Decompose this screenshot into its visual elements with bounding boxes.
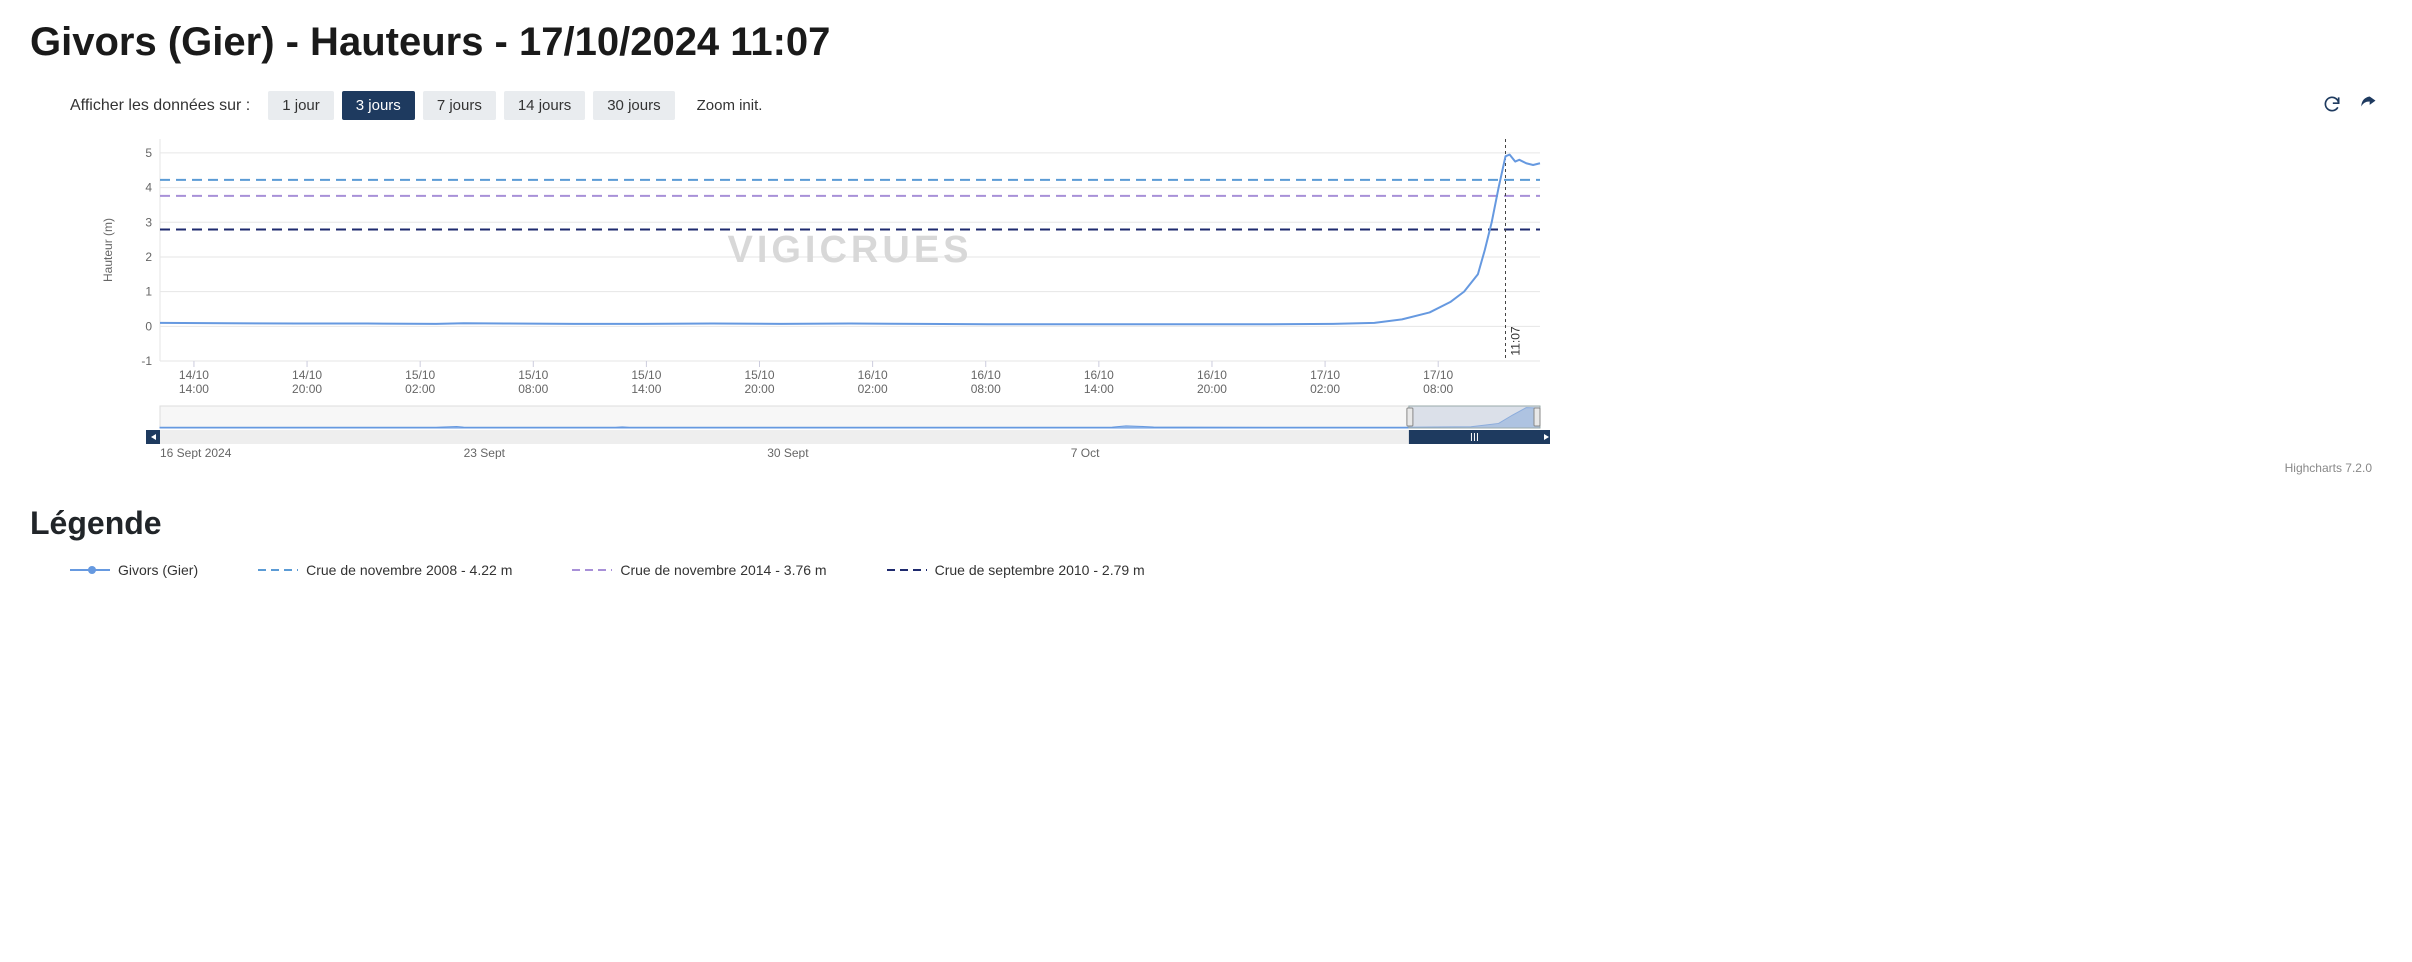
svg-text:08:00: 08:00 — [518, 382, 548, 396]
legend-item[interactable]: Crue de novembre 2014 - 3.76 m — [572, 562, 826, 578]
range-14-days[interactable]: 14 jours — [504, 91, 585, 120]
legend-item[interactable]: Givors (Gier) — [70, 562, 198, 578]
range-3-days[interactable]: 3 jours — [342, 91, 415, 120]
svg-text:17/10: 17/10 — [1310, 368, 1340, 382]
legend-label: Givors (Gier) — [118, 562, 198, 578]
legend-row: Givors (Gier) Crue de novembre 2008 - 4.2… — [70, 562, 2382, 578]
svg-text:14/10: 14/10 — [292, 368, 322, 382]
svg-text:16/10: 16/10 — [1197, 368, 1227, 382]
svg-text:5: 5 — [145, 146, 152, 160]
range-30-days[interactable]: 30 jours — [593, 91, 674, 120]
svg-text:20:00: 20:00 — [292, 382, 322, 396]
svg-text:15/10: 15/10 — [631, 368, 661, 382]
svg-text:15/10: 15/10 — [405, 368, 435, 382]
chart-credits: Highcharts 7.2.0 — [70, 461, 2372, 475]
legend-label: Crue de septembre 2010 - 2.79 m — [935, 562, 1145, 578]
chart-svg: -1012345Hauteur (m)VIGICRUES14/1014:0014… — [70, 131, 1550, 396]
line-swatch-icon — [70, 563, 110, 577]
svg-text:1: 1 — [145, 285, 152, 299]
svg-text:4: 4 — [145, 181, 152, 195]
svg-text:-1: -1 — [141, 354, 152, 368]
svg-text:Hauteur (m): Hauteur (m) — [101, 218, 115, 282]
page-title: Givors (Gier) - Hauteurs - 17/10/2024 11… — [30, 20, 2382, 65]
svg-text:30 Sept: 30 Sept — [767, 446, 809, 459]
svg-text:20:00: 20:00 — [1197, 382, 1227, 396]
legend-label: Crue de novembre 2014 - 3.76 m — [620, 562, 826, 578]
svg-text:02:00: 02:00 — [405, 382, 435, 396]
main-chart: -1012345Hauteur (m)VIGICRUES14/1014:0014… — [70, 131, 2382, 396]
svg-text:11:07: 11:07 — [1509, 326, 1523, 355]
navigator[interactable]: 16 Sept 2024 23 Sept 30 Sept 7 Oct Highchar… — [70, 404, 2382, 475]
svg-text:14:00: 14:00 — [1084, 382, 1114, 396]
dash-swatch-icon — [572, 563, 612, 577]
svg-text:23 Sept: 23 Sept — [464, 446, 506, 459]
svg-text:16 Sept 2024: 16 Sept 2024 — [160, 446, 232, 459]
share-icon — [2358, 94, 2378, 114]
svg-text:15/10: 15/10 — [518, 368, 548, 382]
svg-text:2: 2 — [145, 250, 152, 264]
legend-label: Crue de novembre 2008 - 4.22 m — [306, 562, 512, 578]
range-7-days[interactable]: 7 jours — [423, 91, 496, 120]
svg-text:7 Oct: 7 Oct — [1071, 446, 1100, 459]
legend-item[interactable]: Crue de septembre 2010 - 2.79 m — [887, 562, 1145, 578]
svg-text:14:00: 14:00 — [631, 382, 661, 396]
svg-text:15/10: 15/10 — [744, 368, 774, 382]
svg-text:16/10: 16/10 — [971, 368, 1001, 382]
svg-text:02:00: 02:00 — [1310, 382, 1340, 396]
dash-swatch-icon — [258, 563, 298, 577]
svg-text:02:00: 02:00 — [858, 382, 888, 396]
svg-text:20:00: 20:00 — [744, 382, 774, 396]
refresh-icon — [2322, 94, 2342, 114]
zoom-init-button[interactable]: Zoom init. — [687, 91, 773, 120]
range-toolbar: Afficher les données sur : 1 jour 3 jour… — [70, 90, 2382, 121]
svg-text:VIGICRUES: VIGICRUES — [727, 229, 972, 271]
legend-title: Légende — [30, 505, 2382, 542]
range-1-day[interactable]: 1 jour — [268, 91, 334, 120]
toolbar-label: Afficher les données sur : — [70, 97, 250, 115]
svg-text:14:00: 14:00 — [179, 382, 209, 396]
export-button[interactable] — [2354, 90, 2382, 121]
navigator-svg: 16 Sept 2024 23 Sept 30 Sept 7 Oct — [70, 404, 1550, 459]
legend-item[interactable]: Crue de novembre 2008 - 4.22 m — [258, 562, 512, 578]
refresh-button[interactable] — [2318, 90, 2346, 121]
svg-text:16/10: 16/10 — [858, 368, 888, 382]
svg-text:16/10: 16/10 — [1084, 368, 1114, 382]
svg-text:17/10: 17/10 — [1423, 368, 1453, 382]
svg-text:14/10: 14/10 — [179, 368, 209, 382]
svg-text:3: 3 — [145, 215, 152, 229]
dash-swatch-icon — [887, 563, 927, 577]
svg-text:0: 0 — [145, 319, 152, 333]
svg-text:08:00: 08:00 — [1423, 382, 1453, 396]
svg-text:08:00: 08:00 — [971, 382, 1001, 396]
